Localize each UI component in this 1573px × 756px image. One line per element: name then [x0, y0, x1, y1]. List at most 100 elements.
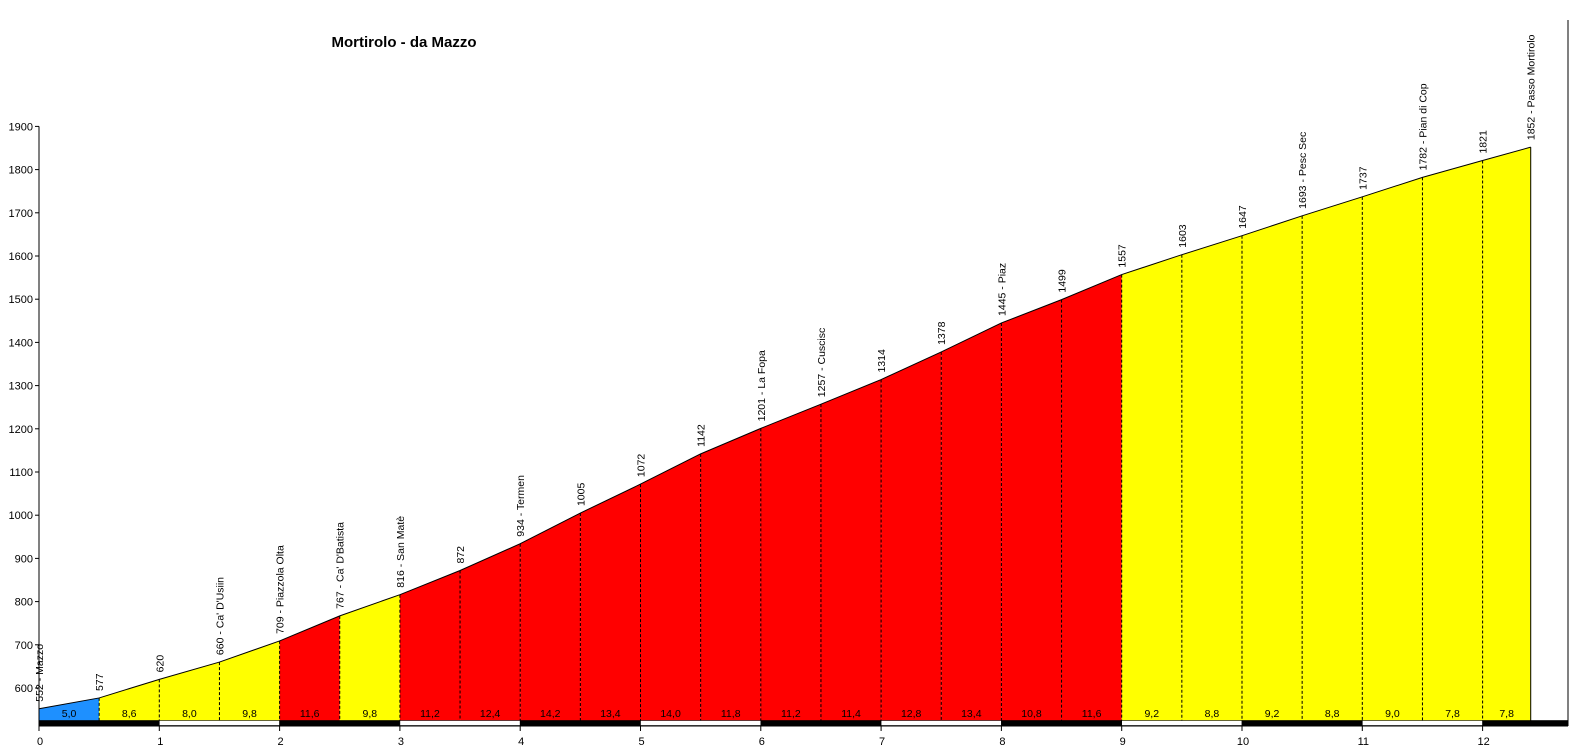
point-label: 552 - Mazzo — [34, 644, 46, 702]
y-tick-label: 1700 — [9, 208, 33, 220]
point-label: 1378 — [936, 321, 948, 345]
point-label: 620 — [154, 655, 166, 673]
point-label: 1647 — [1237, 205, 1249, 229]
point-label: 1499 — [1057, 269, 1069, 293]
profile-segments — [39, 147, 1531, 721]
gradient-label: 8,8 — [1205, 708, 1220, 720]
y-tick-label: 900 — [15, 553, 33, 565]
ruler-band — [279, 720, 401, 726]
gradient-label: 11,2 — [781, 708, 801, 720]
profile-segment — [219, 640, 280, 721]
ruler-band — [1001, 720, 1123, 726]
gradient-labels: 5,0 8,6 8,0 9,8 11,6 9,8 11,2 12,4 14,2 13,4 14,0 1… — [62, 708, 1514, 720]
point-label: 767 - Ca' D'Batista — [335, 522, 347, 609]
gradient-label: 11,8 — [721, 708, 741, 720]
gradient-label: 7,8 — [1499, 708, 1514, 720]
gradient-label: 10,8 — [1021, 708, 1042, 720]
y-tick-label: 800 — [15, 597, 33, 609]
x-tick-label: 3 — [398, 736, 404, 748]
y-tick-labels: 600 700 800 900 1000 1100 1200 1300 1400 1500 1600… — [9, 121, 33, 695]
profile-segment — [881, 351, 942, 721]
x-tick-label: 8 — [999, 736, 1005, 748]
profile-segment — [1242, 215, 1303, 721]
gradient-label: 5,0 — [62, 708, 77, 720]
gradient-label: 12,4 — [480, 708, 501, 720]
profile-segment — [39, 697, 100, 721]
profile-segment — [399, 570, 461, 721]
profile-segment — [820, 379, 882, 721]
point-label: 709 - Piazzola Olta — [275, 545, 287, 634]
point-labels: 552 - Mazzo 577 620 660 - Ca' D'Usiin 709 - … — [34, 34, 1538, 701]
point-label: 1072 — [636, 454, 648, 478]
gradient-label: 8,6 — [122, 708, 137, 720]
gradient-label: 13,4 — [961, 708, 982, 720]
profile-segment — [700, 428, 761, 721]
y-tick-label: 1400 — [9, 337, 33, 349]
profile-segment — [1001, 299, 1062, 721]
profile-segment — [1302, 196, 1363, 721]
point-label: 1852 - Passo Mortirolo — [1526, 34, 1538, 140]
ruler-band — [399, 720, 521, 726]
profile-segment — [99, 679, 160, 721]
y-tick-label: 1000 — [9, 510, 33, 522]
profile-segment — [520, 513, 581, 721]
point-label: 660 - Ca' D'Usiin — [214, 577, 226, 655]
profile-segment — [1061, 274, 1122, 721]
gradient-label: 11,6 — [300, 708, 320, 720]
point-label: 1257 - Cuscisc — [816, 328, 828, 397]
ruler-band — [640, 720, 762, 726]
gradient-label: 14,0 — [660, 708, 681, 720]
point-label: 872 — [455, 546, 467, 564]
x-tick-label: 11 — [1358, 736, 1369, 748]
profile-segment — [339, 594, 400, 721]
gradient-label: 9,8 — [363, 708, 378, 720]
x-tick-label: 1 — [157, 736, 163, 748]
profile-segment — [640, 453, 701, 721]
point-label: 577 — [94, 673, 106, 691]
profile-outline — [38, 146, 1531, 710]
point-label: 1782 - Pian di Cop — [1417, 83, 1429, 170]
ruler-band — [38, 720, 160, 726]
ruler-band — [760, 720, 882, 726]
profile-segment — [1482, 147, 1531, 721]
chart-title: Mortirolo - da Mazzo — [332, 34, 477, 51]
ruler-band — [519, 720, 641, 726]
y-tick-label: 1800 — [9, 165, 33, 177]
point-label: 1737 — [1357, 166, 1369, 190]
y-tick-label: 1200 — [9, 424, 33, 436]
gradient-label: 11,4 — [841, 708, 861, 720]
profile-segment — [760, 404, 821, 721]
point-label: 1603 — [1177, 224, 1189, 248]
profile-line — [38, 146, 1532, 721]
y-tick-label: 1100 — [9, 467, 33, 479]
x-tick-label: 10 — [1237, 736, 1249, 748]
point-label: 1005 — [575, 483, 587, 507]
point-label: 816 - San Matè — [395, 516, 407, 588]
ruler-band — [1362, 720, 1483, 726]
gradient-label: 13,4 — [600, 708, 621, 720]
axes — [35, 20, 1569, 731]
profile-segment — [159, 662, 220, 721]
point-label: 1557 — [1117, 244, 1129, 268]
ruler-band — [1482, 720, 1569, 726]
y-tick-label: 1600 — [9, 251, 33, 263]
profile-segment — [460, 543, 521, 721]
profile-segment — [279, 615, 340, 721]
km-dividers — [98, 160, 1484, 721]
point-label: 1693 - Pesc Sec — [1297, 132, 1309, 209]
point-label: 1142 — [696, 424, 708, 447]
gradient-label: 11,6 — [1082, 708, 1102, 720]
gradient-label: 8,8 — [1325, 708, 1340, 720]
profile-segment — [1422, 160, 1483, 721]
y-tick-label: 1900 — [9, 121, 33, 133]
gradient-label: 14,2 — [540, 708, 561, 720]
profile-segment — [1181, 235, 1242, 721]
x-tick-labels: 0 1 2 3 4 5 6 7 8 9 10 11 12 — [37, 736, 1490, 748]
point-label: 1201 - La Fopa — [756, 350, 768, 421]
gradient-label: 8,0 — [182, 708, 197, 720]
gradient-label: 7,8 — [1445, 708, 1460, 720]
point-label: 934 - Termen — [515, 475, 527, 537]
y-tick-label: 700 — [15, 640, 33, 652]
x-tick-label: 0 — [37, 736, 43, 748]
